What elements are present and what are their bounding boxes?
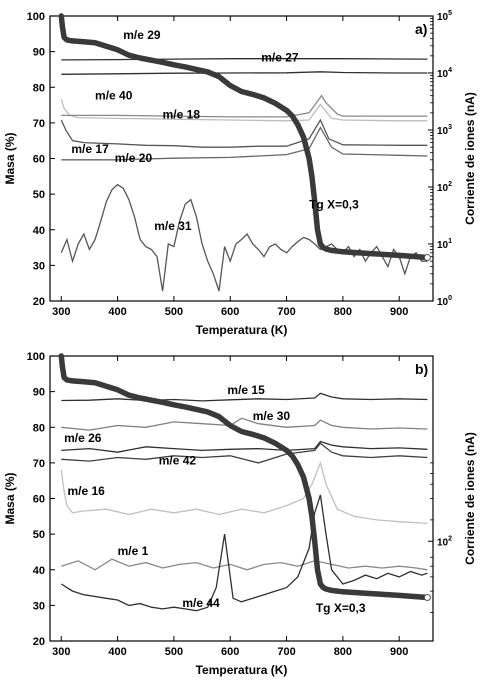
mass-curve [58, 13, 431, 261]
series-m-e-30 [61, 417, 428, 431]
y-axis-label-left: Masa (%) [3, 472, 17, 524]
series-m-e-16 [60, 460, 428, 525]
y-tick-label: 50 [33, 189, 45, 201]
series-m-e-15 [61, 392, 428, 402]
annotation-label: m/e 31 [154, 219, 192, 233]
y-tick-label: 30 [33, 260, 45, 272]
right-tick-label: 103 [437, 124, 452, 137]
panel-b: 300 400 500 600 700 800 900 Temperatura (K) 20 30… [3, 351, 477, 677]
series-m-e-29 [61, 58, 428, 61]
y-tick-label: 40 [33, 565, 45, 577]
annotation-label: Tg X=0,3 [316, 601, 366, 615]
x-tick-label: 900 [390, 306, 408, 318]
annotation-label: m/e 26 [64, 431, 102, 445]
annotation-label: m/e 1 [118, 544, 149, 558]
series-m-e-44 [60, 494, 428, 612]
y-tick-label: 100 [27, 351, 45, 363]
series-m-e-17 [60, 118, 428, 148]
panel-a: 300 400 500 600 700 800 900 Temperatura (K) 20 30… [3, 10, 477, 337]
annotation-label: m/e 30 [253, 409, 291, 423]
panel-label: a) [415, 21, 427, 37]
x-axis-label: Temperatura (K) [196, 663, 288, 677]
right-tick-label: 104 [437, 67, 452, 80]
right-tick-label: 105 [437, 10, 452, 23]
annotation-label: m/e 20 [115, 151, 153, 165]
annotation-label: m/e 44 [182, 596, 220, 610]
x-tick-label: 700 [277, 646, 295, 658]
y-tick-label: 90 [33, 387, 45, 399]
x-tick-label: 800 [334, 646, 352, 658]
x-tick-label: 300 [52, 646, 70, 658]
series-m-e-26 [61, 440, 428, 453]
mass-curve-endpoint [423, 254, 431, 262]
x-axis-label: Temperatura (K) [196, 323, 288, 337]
right-tick-label: 102 [437, 181, 452, 194]
mass-curve-endpoint [423, 594, 431, 602]
y-tick-label: 90 [33, 47, 45, 59]
mass-curve [58, 353, 431, 601]
series-m-e-31 [60, 183, 428, 292]
y-axis-label-left: Masa (%) [3, 132, 17, 184]
y-tick-label: 70 [33, 458, 45, 470]
y-tick-label: 70 [33, 118, 45, 130]
x-tick-label: 400 [108, 306, 126, 318]
y-tick-label: 80 [33, 82, 45, 94]
x-tick-label: 600 [221, 646, 239, 658]
right-tick-label: 100 [437, 295, 452, 308]
x-tick-label: 500 [165, 306, 183, 318]
right-tick-label: 101 [437, 238, 452, 251]
x-tick-label: 800 [334, 306, 352, 318]
y-tick-label: 20 [33, 636, 45, 648]
y-tick-label: 100 [27, 11, 45, 23]
x-tick-label: 400 [108, 646, 126, 658]
y-axis-label-right: Corriente de iones (nA) [463, 432, 477, 565]
annotation-label: m/e 40 [95, 89, 133, 103]
y-tick-label: 30 [33, 600, 45, 612]
y-tick-label: 80 [33, 422, 45, 434]
x-tick-label: 600 [221, 306, 239, 318]
series-m-e-1 [61, 558, 428, 571]
x-tick-label: 500 [165, 646, 183, 658]
y-tick-label: 60 [33, 154, 45, 166]
annotation-label: m/e 42 [159, 454, 197, 468]
annotation-label: m/e 16 [67, 484, 105, 498]
x-tick-label: 700 [277, 306, 295, 318]
y-tick-label: 20 [33, 296, 45, 308]
annotation-label: m/e 27 [261, 51, 299, 65]
y-tick-label: 60 [33, 494, 45, 506]
annotation-label: m/e 15 [227, 383, 265, 397]
y-tick-label: 50 [33, 529, 45, 541]
series-m-e-27 [61, 71, 428, 75]
annotation-label: Tg X=0,3 [309, 197, 359, 211]
x-tick-label: 300 [52, 306, 70, 318]
annotation-label: m/e 29 [123, 28, 161, 42]
series-m-e-18 [61, 94, 428, 118]
right-tick-label: 102 [437, 535, 452, 548]
series-m-e-42 [61, 442, 428, 464]
y-axis-label-right: Corriente de iones (nA) [463, 92, 477, 225]
annotation-label: m/e 18 [163, 108, 201, 122]
x-tick-label: 900 [390, 646, 408, 658]
annotation-label: m/e 17 [71, 142, 109, 156]
panel-label: b) [415, 361, 428, 377]
y-tick-label: 40 [33, 225, 45, 237]
